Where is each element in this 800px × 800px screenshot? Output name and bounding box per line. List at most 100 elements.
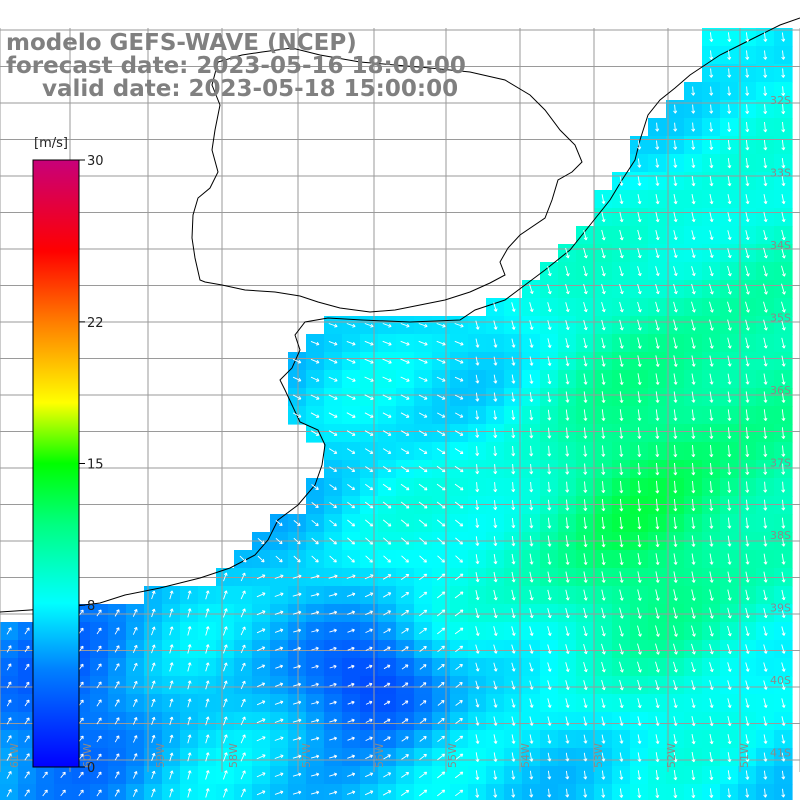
wind-arrow [454,483,464,491]
wind-arrow [240,608,246,618]
longitude-label: 51W [738,743,751,768]
wind-arrow [511,356,516,366]
title-valid-date: valid date: 2023-05-18 15:00:00 [42,76,459,102]
wind-arrow [383,537,392,545]
wind-arrow [709,319,714,331]
wind-arrow [401,537,410,545]
wind-arrow [436,323,446,328]
wind-arrow [565,698,570,708]
wind-arrow [727,607,732,619]
wind-arrow [745,139,750,151]
wind-arrow [673,445,678,458]
wind-arrow [493,554,498,565]
wind-arrow [310,772,320,777]
wind-arrow [418,412,428,418]
wind-arrow [311,555,319,563]
wind-arrow [24,663,30,671]
wind-arrow [781,589,786,601]
wind-arrow [619,194,624,205]
wind-arrow [565,662,570,673]
wind-arrow [763,752,768,762]
wind-arrow [637,589,642,601]
wind-arrow [347,610,356,615]
wind-arrow [619,788,624,798]
wind-arrow [619,534,624,548]
wind-arrow [347,646,355,651]
wind-arrow [475,320,480,330]
wind-arrow [418,358,428,364]
wind-arrow [673,266,678,277]
wind-arrow [151,662,156,672]
wind-arrow [78,627,84,635]
wind-arrow [781,176,786,187]
wind-arrow [169,662,174,672]
wind-arrow [169,644,174,654]
wind-arrow [547,356,552,367]
wind-arrow [673,462,678,476]
wind-arrow [329,754,338,759]
wind-arrow [691,734,696,745]
wind-arrow [709,158,714,169]
wind-arrow [637,788,642,799]
wind-arrow [619,734,624,744]
wind-arrow [727,662,732,672]
wind-arrow [601,752,606,762]
wind-arrow [205,716,210,726]
wind-arrow [310,358,320,364]
wind-arrow [691,391,696,403]
wind-arrow [619,355,624,367]
wind-arrow [24,627,30,635]
wind-arrow [745,157,750,169]
wind-arrow [781,734,786,744]
wind-arrow [437,717,445,724]
wind-speed-cell [342,784,361,800]
wind-arrow [293,646,302,651]
wind-arrow [691,212,696,223]
wind-arrow [454,376,464,382]
wind-arrow [347,501,356,509]
wind-arrow [96,609,102,617]
wind-arrow [346,340,356,346]
wind-arrow [475,428,480,438]
longitude-label: 52W [665,743,678,768]
wind-arrow [114,789,120,797]
wind-arrow [763,553,768,565]
wind-arrow [364,501,374,509]
wind-arrow [400,430,410,436]
wind-arrow [256,574,266,580]
wind-arrow [727,68,732,78]
wind-arrow [763,445,768,457]
wind-arrow [475,698,480,708]
wind-arrow [673,643,678,655]
wind-arrow [565,499,570,511]
wind-arrow [400,323,410,328]
wind-arrow [565,770,570,780]
wind-arrow [400,483,410,491]
wind-arrow [601,734,606,744]
wind-arrow [763,698,768,708]
wind-arrow [328,394,338,400]
wind-arrow [673,373,678,385]
wind-arrow [727,680,732,690]
wind-arrow [256,754,266,760]
wind-arrow [619,445,624,457]
wind-arrow [547,607,552,619]
wind-arrow [547,752,552,762]
wind-arrow [529,770,534,780]
wind-arrow [222,734,228,744]
wind-arrow [745,247,750,259]
wind-arrow [169,698,174,708]
wind-arrow [256,718,266,724]
wind-arrow [529,392,534,403]
wind-arrow [401,772,410,778]
wind-arrow [655,752,660,763]
wind-arrow [114,681,120,689]
wind-arrow [763,283,768,295]
wind-arrow [365,700,373,705]
wind-arrow [383,754,391,760]
wind-arrow [727,499,732,511]
wind-arrow [655,319,660,331]
wind-arrow [151,680,156,690]
wind-arrow [382,592,392,598]
wind-arrow [529,662,534,672]
